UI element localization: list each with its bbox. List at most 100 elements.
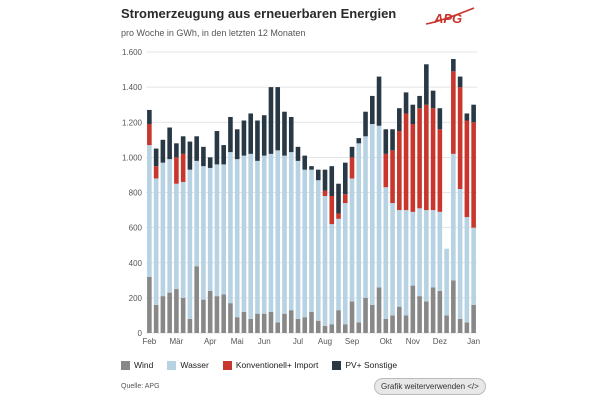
x-tick-label: Jan [467,337,480,346]
bar-segment-wasser [471,227,476,305]
y-tick-label: 200 [129,294,143,303]
bar-segment-wind [403,315,409,333]
x-tick-label: Okt [380,337,393,346]
bar-segment-wind [383,318,389,333]
bar-segment-wind [370,304,375,333]
y-tick-label: 1.000 [122,153,143,162]
bar-segment-pv [315,169,321,181]
bar-segment-konventionell [322,190,328,197]
legend-item-wasser: Wasser [167,360,209,370]
legend-label-wind: Wind [134,360,154,370]
bar-segment-pv [410,104,416,125]
x-tick-label: Feb [142,337,156,346]
bar-segment-konventionell [180,153,186,182]
bar-segment-konventionell [451,71,456,154]
bar-segment-wind [376,287,382,333]
bar-segment-wind [295,318,301,333]
bar-segment-pv [187,141,193,170]
y-tick-label: 1.600 [122,48,143,57]
bar-segment-pv [268,87,274,154]
bar-segment-wasser [295,160,301,319]
bar-segment-wind [234,317,240,333]
bar-segment-pv [302,155,308,170]
bar-segment-pv [194,136,199,161]
bar-series [147,59,476,334]
bar-segment-pv [383,129,389,154]
bar-segment-wind [356,322,362,333]
bar-segment-wasser [214,164,220,297]
bar-segment-wind [430,287,436,333]
bar-segment-wind [444,315,449,333]
bar-segment-wasser [322,196,328,326]
bar-segment-wind [147,276,152,333]
bar-segment-wasser [261,155,267,314]
bar-segment-wind [268,311,274,333]
bar-segment-pv [248,113,253,154]
bar-segment-wasser [424,210,429,302]
bar-segment-konventionell [457,87,463,189]
bar-segment-wasser [342,203,348,325]
bar-segment-wind [329,324,335,333]
bar-segment-wasser [430,210,436,288]
bar-segment-konventionell [153,166,159,179]
bar-segment-pv [430,90,436,109]
bar-segment-wasser [309,169,314,312]
bar-segment-konventionell [397,131,402,211]
x-tick-label: Apr [204,337,217,346]
stacked-bar-chart: 0 200 400 600 800 1.000 1.200 1.400 1.600 Feb Mär… [122,48,480,346]
bar-segment-wind [241,311,247,333]
bar-segment-pv [376,76,382,126]
bar-segment-wasser [376,125,382,288]
bar-segment-pv [397,108,402,132]
bar-segment-pv [437,108,443,130]
bar-segment-wasser [174,183,179,290]
bar-segment-wasser [329,224,335,325]
bar-segment-wind [457,318,463,333]
bar-segment-wasser [417,208,422,297]
y-axis: 0 200 400 600 800 1.000 1.200 1.400 1.600 [122,48,143,338]
y-tick-label: 600 [129,224,143,233]
bar-segment-pv [255,120,260,161]
x-tick-label: Nov [406,337,420,346]
bar-segment-wind [187,318,193,333]
bar-segment-wasser [255,160,260,314]
bar-segment-pv [356,138,362,144]
bar-segment-wasser [397,210,402,307]
bar-segment-wasser [147,145,152,277]
bar-segment-wind [349,301,355,333]
source-note: Quelle: APG [121,383,160,390]
bar-segment-wasser [288,152,294,311]
bar-segment-pv [282,111,287,156]
bar-segment-wind [180,297,186,334]
bar-segment-wind [471,304,476,333]
bar-segment-konventionell [390,150,395,204]
bar-segment-wasser [194,160,199,267]
bar-segment-wasser [403,210,409,316]
legend-item-wind: Wind [121,360,153,370]
legend-swatch-wasser [167,360,177,370]
bar-segment-pv [241,120,247,156]
bar-segment-wind [167,292,172,333]
bar-segment-konventionell [336,213,341,219]
bar-segment-wasser [363,136,368,298]
bar-segment-konventionell [147,124,152,146]
bar-segment-wind [214,296,220,333]
bar-segment-pv [147,109,152,125]
bar-segment-pv [363,111,368,137]
bar-segment-konventionell [349,157,355,179]
bar-segment-pv [322,169,328,191]
bar-segment-wind [248,318,253,333]
reuse-graphic-button[interactable]: Grafik weiterverwenden </> [374,378,486,395]
bar-segment-wind [309,311,314,333]
bar-segment-wind [302,317,308,333]
logo-swoosh-icon [425,7,475,25]
bar-segment-wasser [410,211,416,286]
bar-segment-wind [174,289,179,333]
bar-segment-pv [295,146,301,161]
bar-segment-wind [194,266,199,333]
bar-segment-pv [329,166,335,197]
bar-segment-wasser [349,178,355,302]
bar-segment-konventionell [430,108,436,211]
bar-segment-pv [457,76,463,88]
